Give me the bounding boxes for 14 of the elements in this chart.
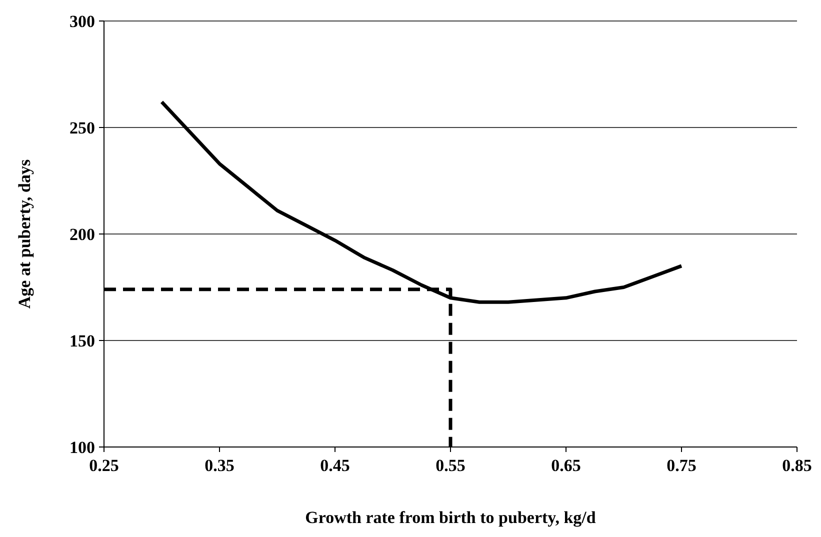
y-tick-label: 200 (70, 224, 95, 244)
y-tick-label: 250 (70, 118, 95, 138)
x-tick-label: 0.25 (89, 456, 119, 475)
x-tick-label: 0.65 (551, 456, 581, 475)
y-tick-label: 300 (70, 12, 95, 31)
x-tick-label: 0.55 (436, 456, 466, 475)
y-axis-title: Age at puberty, days (15, 159, 34, 309)
x-tick-label: 0.75 (666, 456, 696, 475)
x-tick-label: 0.45 (320, 456, 350, 475)
x-tick-label: 0.35 (204, 456, 234, 475)
x-tick-label: 0.85 (782, 456, 812, 475)
y-tick-label: 100 (70, 438, 95, 457)
x-axis-title: Growth rate from birth to puberty, kg/d (305, 508, 596, 527)
y-tick-label: 150 (70, 331, 95, 350)
